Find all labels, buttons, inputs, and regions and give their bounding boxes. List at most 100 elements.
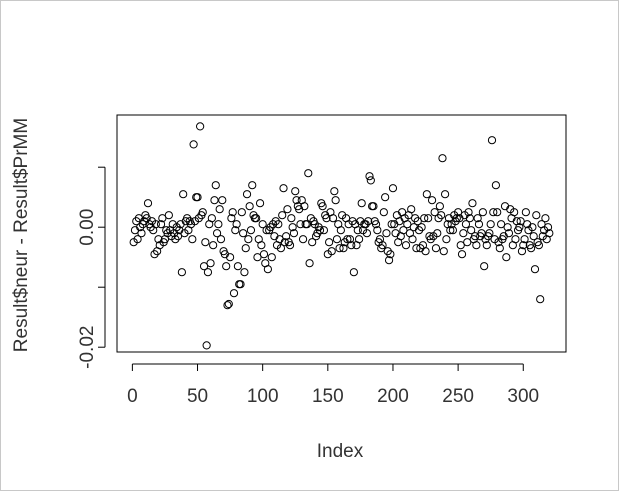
point (283, 205, 292, 214)
point (225, 253, 235, 262)
point (257, 241, 266, 250)
point (233, 262, 243, 271)
point (536, 295, 545, 304)
point (414, 226, 424, 235)
point (464, 208, 473, 217)
x-tick-label: 50 (187, 386, 208, 407)
point (291, 187, 300, 196)
point (285, 241, 295, 250)
point (442, 235, 451, 244)
point (421, 247, 430, 256)
point (289, 229, 299, 238)
point (211, 181, 220, 190)
point (336, 226, 345, 235)
point (448, 226, 458, 235)
point (327, 247, 336, 256)
point (214, 220, 223, 229)
point (365, 172, 374, 181)
point (222, 262, 231, 271)
point (302, 220, 312, 229)
point (437, 211, 446, 220)
point (481, 235, 490, 244)
point (199, 262, 209, 271)
point (223, 301, 232, 310)
point (209, 241, 218, 250)
point (454, 208, 463, 217)
point (530, 265, 540, 274)
point (543, 223, 553, 232)
point (227, 214, 236, 223)
point (348, 217, 357, 226)
point (369, 202, 378, 211)
point (319, 226, 329, 235)
point (519, 241, 528, 250)
point (413, 217, 422, 226)
point (511, 235, 520, 244)
point (248, 181, 257, 190)
point (322, 214, 331, 223)
point (520, 235, 529, 244)
point (401, 241, 411, 250)
point (487, 136, 497, 145)
point (218, 196, 227, 205)
point (403, 220, 412, 229)
point (216, 235, 226, 244)
point (472, 241, 481, 250)
point (246, 226, 256, 235)
point (491, 181, 501, 190)
point (529, 232, 538, 241)
point (426, 235, 435, 244)
point (477, 229, 486, 238)
point (386, 250, 395, 259)
point (503, 223, 512, 232)
point (541, 214, 550, 223)
y-axis-label: Result$neur - Result$PrMM (11, 118, 32, 352)
point (357, 199, 366, 208)
point (371, 220, 381, 229)
point (300, 202, 309, 211)
point (237, 208, 246, 217)
point (345, 235, 355, 244)
point (347, 241, 356, 250)
point (253, 253, 262, 262)
point (420, 214, 429, 223)
point (304, 169, 313, 178)
point (266, 223, 275, 232)
point (361, 220, 370, 229)
point (417, 223, 426, 232)
point (305, 259, 314, 268)
point (526, 244, 536, 253)
point (384, 256, 394, 265)
y-tick-label: -0.02 (77, 326, 98, 369)
point (212, 229, 222, 238)
point (381, 193, 390, 202)
point (296, 220, 305, 229)
point (510, 208, 519, 217)
point (407, 205, 416, 214)
point (210, 196, 219, 205)
point (164, 211, 173, 220)
point (332, 235, 342, 244)
point (330, 187, 339, 196)
point (343, 235, 352, 244)
point (132, 217, 141, 226)
point (362, 229, 372, 238)
point (173, 232, 183, 241)
point (177, 268, 186, 277)
point (203, 268, 213, 277)
point (528, 223, 537, 232)
point (150, 250, 159, 259)
point (353, 226, 362, 235)
point (239, 229, 248, 238)
point (143, 199, 153, 208)
point (258, 220, 267, 229)
point (241, 244, 250, 253)
point (431, 244, 441, 253)
point (245, 202, 254, 211)
point (231, 226, 240, 235)
point (308, 238, 317, 247)
x-axis-label: Index (317, 441, 364, 462)
point (373, 226, 382, 235)
point (306, 214, 315, 223)
